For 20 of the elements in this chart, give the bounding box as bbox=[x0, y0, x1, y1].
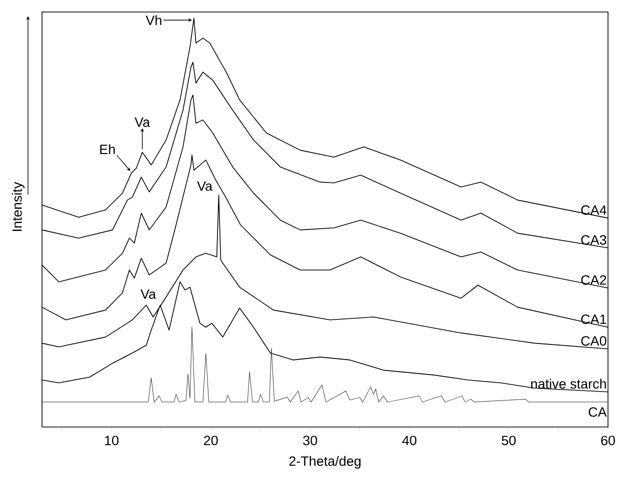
annotation: Va bbox=[197, 181, 213, 191]
x-tick-label: 60 bbox=[601, 436, 615, 446]
series-label: CA0 bbox=[581, 336, 606, 346]
annotation: Eh bbox=[100, 144, 115, 154]
annotation: Va bbox=[134, 118, 150, 127]
series-label: CA1 bbox=[581, 314, 606, 324]
x-tick-label: 30 bbox=[303, 436, 318, 446]
y-axis-title: Intensity bbox=[12, 182, 25, 231]
annotation: Va bbox=[140, 289, 156, 299]
annotation: Vh bbox=[146, 15, 162, 26]
series-label: CA4 bbox=[581, 205, 606, 215]
x-axis-title: 2-Theta/deg bbox=[289, 456, 361, 469]
series-label: CA bbox=[588, 407, 607, 417]
x-tick-label: 40 bbox=[402, 436, 416, 446]
x-tick-label: 10 bbox=[105, 436, 118, 446]
series-label: CA3 bbox=[581, 235, 606, 245]
series-label: CA2 bbox=[581, 275, 606, 285]
x-tick-label: 20 bbox=[204, 436, 218, 446]
series-label: native starch bbox=[531, 378, 606, 389]
x-tick-label: 50 bbox=[502, 436, 516, 446]
